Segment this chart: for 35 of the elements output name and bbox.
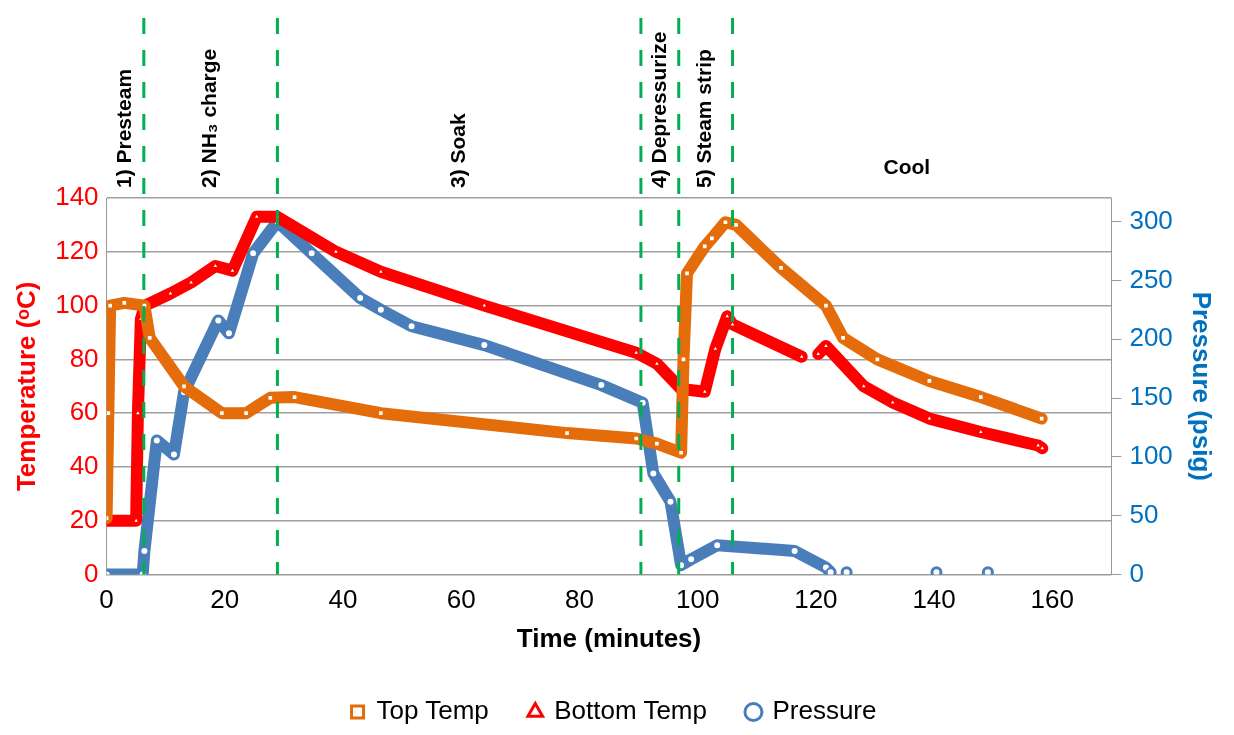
legend-label: Bottom Temp — [554, 695, 707, 726]
x-tick-label: 100 — [675, 584, 720, 615]
x-tick-label: 40 — [328, 584, 358, 615]
x-tick-label: 120 — [794, 584, 838, 615]
y2-tick-label: 150 — [1129, 381, 1173, 412]
text: 3) Soak — [445, 112, 469, 188]
x-tick-label: 160 — [1030, 584, 1075, 615]
y-tick-label: 0 — [84, 557, 99, 588]
x-tick-label: 140 — [912, 584, 956, 615]
y2-tick-label: 0 — [1129, 557, 1144, 588]
legend-label: Pressure — [772, 695, 877, 726]
y2-axis-title: Pressure (psig) — [1187, 291, 1218, 481]
y-tick-label: 40 — [69, 450, 99, 481]
x-tick-label: 60 — [446, 584, 476, 615]
x-axis-title: Time (minutes) — [516, 622, 702, 653]
y-tick-label: 140 — [55, 181, 99, 212]
y-tick-label: 100 — [55, 288, 99, 319]
y2-tick-label: 300 — [1129, 204, 1173, 235]
y-axis-title: Temperature (ᵒC) — [10, 281, 41, 492]
y-tick-label: 120 — [55, 234, 99, 265]
x-tick-label: 20 — [210, 584, 240, 615]
text: 4) Depressurize — [646, 31, 670, 188]
y2-tick-label: 50 — [1129, 498, 1159, 529]
y-tick-label: 60 — [69, 396, 99, 427]
y2-tick-label: 250 — [1129, 263, 1173, 294]
text: 1) Presteam — [112, 68, 135, 188]
y-tick-label: 80 — [69, 342, 99, 373]
x-tick-label: 80 — [564, 584, 594, 615]
y2-tick-label: 100 — [1129, 440, 1173, 471]
y-tick-label: 20 — [69, 503, 99, 534]
legend-label: Top Temp — [376, 695, 489, 726]
text: Cool — [883, 154, 931, 178]
text: 5) Steam strip — [692, 49, 716, 188]
text: 2) NH₃ charge — [197, 48, 221, 188]
y2-tick-label: 200 — [1129, 322, 1173, 353]
